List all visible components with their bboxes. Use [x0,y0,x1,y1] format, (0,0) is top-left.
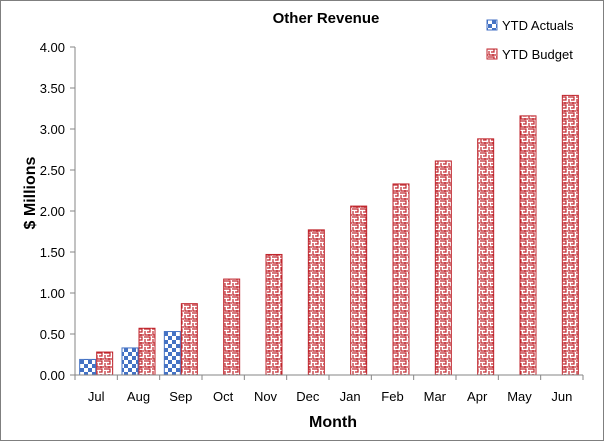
legend: YTD Actuals YTD Budget [486,18,574,62]
y-tick-label: 3.00 [40,122,65,137]
x-axis-label: Month [309,414,357,431]
bar-ytd-budget [265,253,283,376]
y-tick-label: 2.50 [40,163,65,178]
x-tick-label: Aug [127,389,150,404]
legend-swatch-actuals [486,19,498,31]
bar-ytd-budget [392,183,410,376]
bars [79,94,579,376]
y-tick-label: 1.50 [40,245,65,260]
bar-ytd-budget [307,229,325,376]
x-tick-label: Jun [551,389,572,404]
x-tick-label: Apr [467,389,488,404]
bar-ytd-budget [477,138,495,376]
bar-ytd-budget [223,278,241,376]
bar-ytd-budget [434,160,452,376]
x-tick-label: May [507,389,532,404]
x-tick-label: Jul [88,389,105,404]
bar-ytd-budget [350,205,368,376]
y-tick-label: 0.50 [40,327,65,342]
y-axis-ticks: 0.00 0.50 1.00 1.50 2.00 2.50 3.00 3.50 4.00 [40,40,75,383]
bar-ytd-actuals [163,331,181,376]
x-tick-label: Mar [424,389,447,404]
x-tick-label: Oct [213,389,234,404]
bar-ytd-actuals [121,347,139,376]
x-tick-label: Nov [254,389,278,404]
y-tick-label: 4.00 [40,40,65,55]
y-tick-label: 3.50 [40,81,65,96]
x-tick-label: Dec [296,389,320,404]
y-tick-label: 2.00 [40,204,65,219]
x-tick-label: Sep [169,389,192,404]
legend-swatch-budget [486,48,498,60]
bar-ytd-budget [561,94,579,376]
y-axis-label: $ Millions [22,156,39,229]
bar-ytd-budget [138,327,156,376]
legend-label-budget: YTD Budget [502,47,573,62]
bar-ytd-actuals [79,358,97,376]
legend-label-actuals: YTD Actuals [502,18,574,33]
x-tick-label: Jan [340,389,361,404]
bar-ytd-budget [180,303,198,376]
chart-title: Other Revenue [273,10,380,27]
bar-ytd-budget [519,115,537,376]
y-tick-label: 0.00 [40,368,65,383]
x-axis-ticks: Jul Aug Sep Oct Nov Dec Jan Feb Mar Apr May Jun [74,375,584,404]
y-tick-label: 1.00 [40,286,65,301]
x-tick-label: Feb [381,389,403,404]
bar-ytd-budget [96,351,114,376]
